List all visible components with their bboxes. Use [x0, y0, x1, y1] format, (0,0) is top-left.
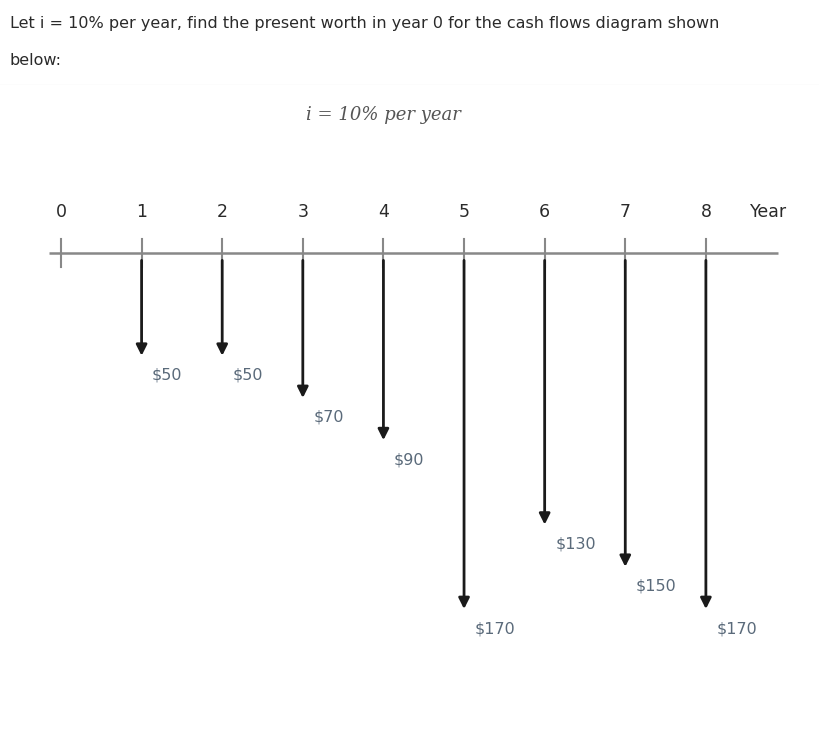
- Text: $50: $50: [152, 368, 183, 383]
- Text: 8: 8: [700, 203, 712, 221]
- Text: $170: $170: [717, 621, 757, 636]
- Text: i = 10% per year: i = 10% per year: [306, 106, 461, 124]
- Text: 7: 7: [620, 203, 631, 221]
- Text: 2: 2: [217, 203, 228, 221]
- Text: 6: 6: [539, 203, 550, 221]
- Text: $130: $130: [555, 537, 595, 551]
- Text: 4: 4: [378, 203, 389, 221]
- Text: Let i = 10% per year, find the present worth in year 0 for the cash flows diagra: Let i = 10% per year, find the present w…: [10, 16, 719, 31]
- Text: $90: $90: [394, 452, 424, 467]
- Text: 3: 3: [297, 203, 308, 221]
- Text: 0: 0: [56, 203, 66, 221]
- Text: below:: below:: [10, 54, 61, 68]
- Text: 1: 1: [136, 203, 147, 221]
- Text: $70: $70: [314, 410, 344, 425]
- Text: 5: 5: [459, 203, 469, 221]
- Text: $150: $150: [636, 578, 676, 594]
- Text: $50: $50: [233, 368, 263, 383]
- Text: Year: Year: [750, 203, 787, 221]
- Text: $170: $170: [474, 621, 515, 636]
